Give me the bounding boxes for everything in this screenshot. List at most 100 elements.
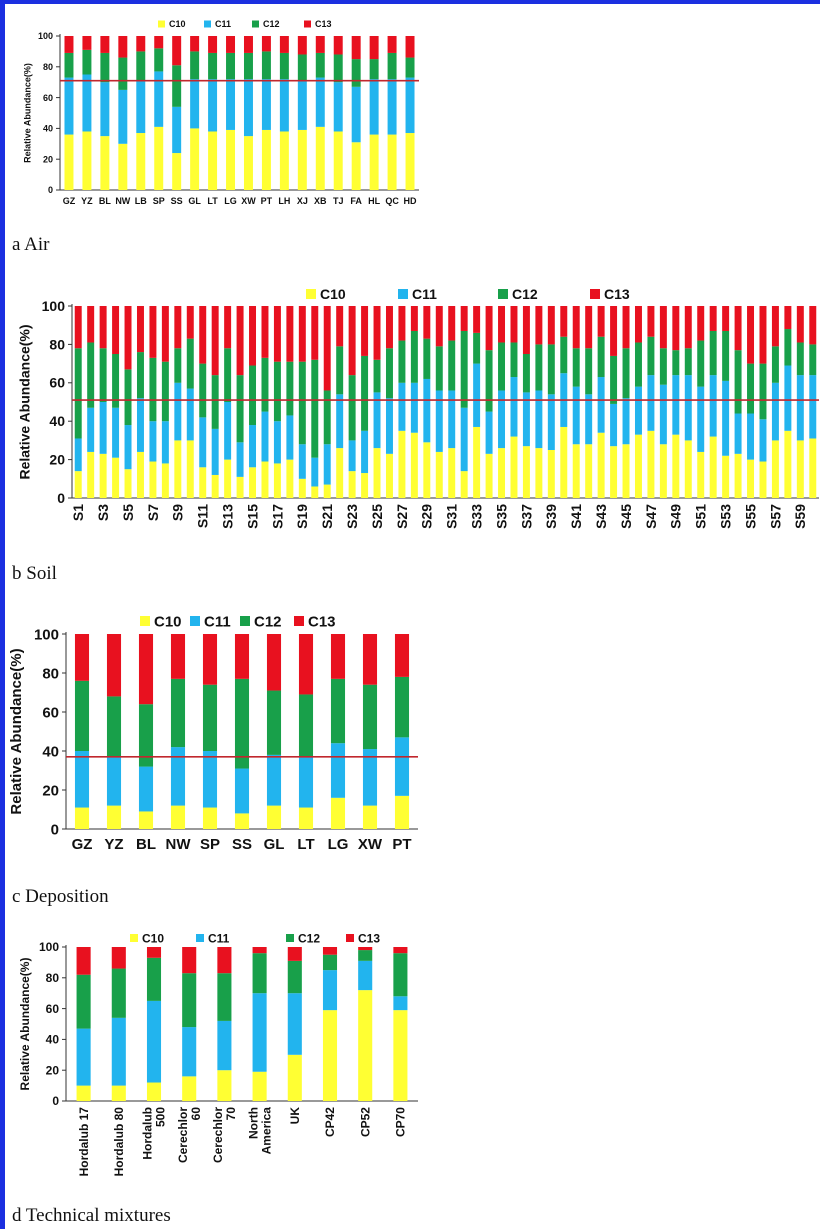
bar-segment-c11: [146, 1000, 162, 1083]
bar-segment-c10: [74, 471, 82, 498]
bar-segment-c11: [448, 390, 456, 449]
bar-segment-c10: [161, 463, 169, 498]
bar-segment-c12: [106, 696, 122, 757]
bar-segment-c11: [351, 86, 361, 143]
bar-segment-c13: [170, 634, 186, 679]
bar-segment-c13: [560, 306, 568, 337]
bar-segment-c11: [336, 394, 344, 449]
bar-segment-c10: [146, 1082, 162, 1101]
bar-segment-c11: [369, 79, 379, 135]
bar-segment-c10: [394, 795, 410, 829]
bar-segment-c13: [224, 306, 232, 349]
bar-segment-c11: [460, 407, 468, 472]
bar-segment-c12: [172, 65, 182, 107]
bar-segment-c12: [809, 344, 817, 376]
legend-swatch-c12: [286, 934, 294, 942]
bar-segment-c11: [124, 425, 132, 470]
bar-segment-c13: [76, 947, 91, 975]
x-tick-label: S59: [792, 504, 808, 529]
bar-segment-c12: [659, 348, 667, 385]
bar-segment-c12: [796, 342, 804, 376]
bar-segment-c13: [672, 306, 680, 351]
legend-swatch-c11: [398, 289, 408, 299]
legend-swatch-c13: [304, 20, 311, 28]
legend-label-c13: C13: [308, 613, 336, 630]
x-tick-label: S51: [693, 504, 709, 529]
bar-segment-c12: [535, 344, 543, 391]
bar-segment-c10: [369, 134, 379, 190]
bar-segment-c10: [809, 438, 817, 498]
bar-segment-c10: [647, 430, 655, 498]
x-tick-label: S15: [244, 504, 260, 529]
x-tick-label: S33: [469, 504, 485, 529]
bar-segment-c13: [722, 306, 730, 331]
bar-segment-c12: [252, 953, 267, 994]
bar-segment-c10: [634, 434, 642, 498]
bar-segment-c11: [597, 377, 605, 433]
bar-segment-c12: [297, 54, 307, 81]
bar-segment-c12: [287, 960, 302, 994]
bar-segment-c10: [199, 467, 207, 498]
x-tick-label: S49: [668, 504, 684, 529]
bar-segment-c12: [190, 51, 200, 80]
bar-segment-c12: [722, 330, 730, 381]
bar-segment-c12: [522, 354, 530, 393]
bar-segment-c11: [273, 421, 281, 464]
x-tick-label: GZ: [72, 836, 93, 853]
bar-segment-c13: [361, 306, 369, 356]
bar-segment-c11: [199, 417, 207, 468]
bar-segment-c10: [423, 442, 431, 498]
bar-segment-c13: [336, 306, 344, 347]
x-tick-label: TJ: [333, 196, 344, 206]
bar-segment-c13: [74, 634, 90, 681]
bar-segment-c13: [348, 306, 356, 376]
y-tick-label: 100: [39, 940, 59, 954]
bar-segment-c12: [311, 359, 319, 458]
bar-segment-c13: [236, 306, 244, 376]
bar-segment-c12: [112, 354, 120, 408]
bar-segment-c10: [298, 807, 314, 829]
bar-segment-c12: [236, 375, 244, 443]
bar-segment-c11: [190, 79, 200, 129]
bar-segment-c12: [585, 348, 593, 395]
bar-segment-c10: [771, 440, 779, 498]
bar-segment-c11: [697, 386, 705, 452]
bar-segment-c12: [124, 369, 132, 426]
bar-segment-c12: [385, 348, 393, 399]
bar-segment-c11: [172, 106, 182, 154]
bar-segment-c10: [174, 440, 182, 498]
bar-segment-c13: [498, 306, 506, 343]
bar-segment-c12: [279, 52, 289, 80]
bar-segment-c12: [387, 52, 397, 80]
legend-label-c10: C10: [169, 19, 186, 29]
bar-segment-c10: [136, 451, 144, 498]
x-tick-label: FA: [350, 196, 362, 206]
bar-segment-c11: [298, 756, 314, 808]
bar-segment-c11: [394, 737, 410, 796]
bar-segment-c11: [99, 402, 107, 454]
bar-segment-c13: [351, 36, 361, 60]
x-tick-label: LT: [207, 196, 218, 206]
bar-segment-c13: [322, 947, 338, 955]
bar-segment-c11: [784, 365, 792, 431]
bar-segment-c10: [249, 467, 257, 498]
y-tick-label: 20: [46, 1063, 60, 1077]
bar-segment-c11: [186, 388, 194, 441]
bar-segment-c11: [226, 79, 236, 130]
bar-segment-c11: [112, 407, 120, 458]
y-tick-label: 0: [57, 490, 65, 506]
bar-segment-c12: [170, 678, 186, 748]
legend-label-c12: C12: [512, 286, 538, 302]
x-tick-label: S9: [170, 504, 186, 521]
bar-segment-c12: [597, 336, 605, 378]
bar-segment-c10: [572, 444, 580, 498]
bar-segment-c13: [759, 306, 767, 364]
bar-segment-c13: [234, 634, 250, 679]
bar-segment-c13: [190, 36, 200, 52]
x-tick-label: GL: [264, 836, 285, 853]
bar-segment-c13: [273, 306, 281, 362]
y-tick-label: 60: [49, 375, 65, 391]
bar-segment-c12: [348, 375, 356, 441]
bar-segment-c12: [146, 957, 162, 1001]
bar-segment-c13: [208, 36, 218, 53]
